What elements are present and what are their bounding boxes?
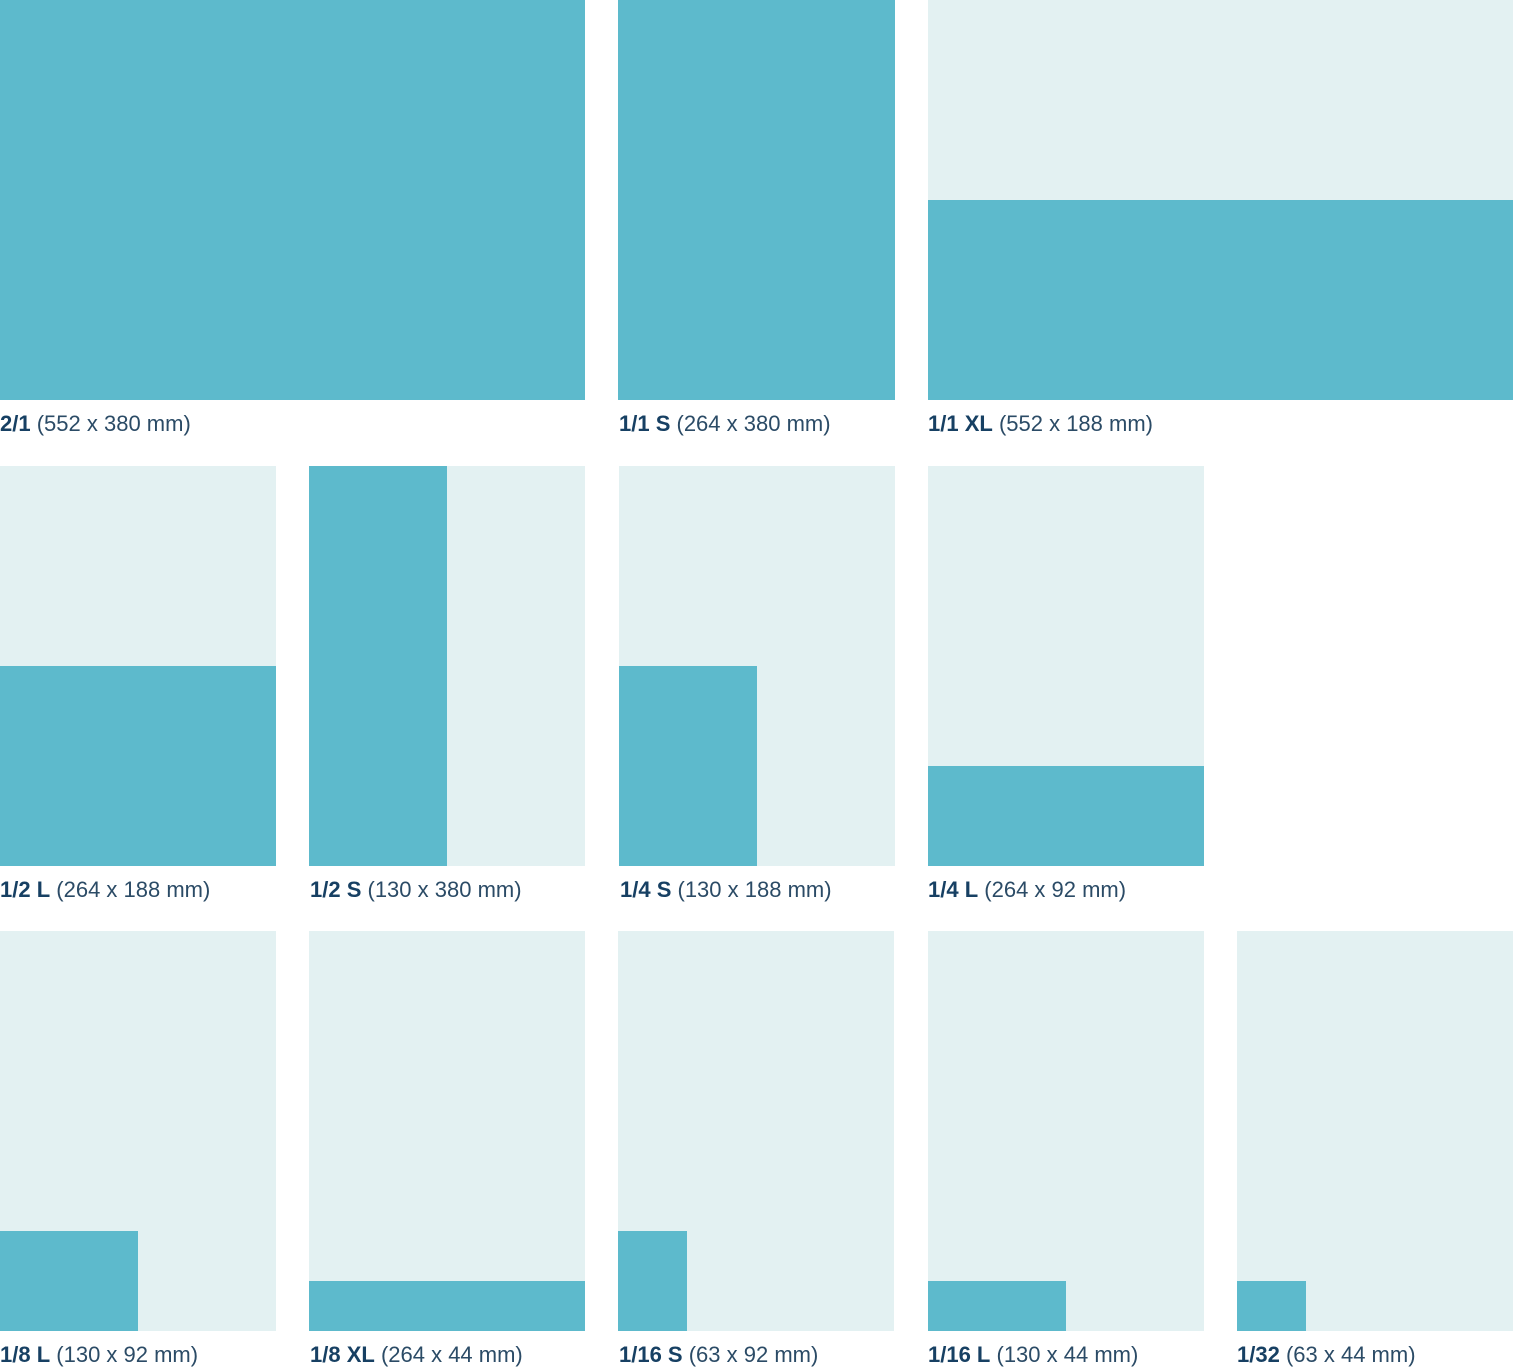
page-area <box>0 0 585 400</box>
ad-area <box>309 1281 585 1331</box>
page-area <box>0 931 276 1331</box>
format-label: 1/4 S (130 x 188 mm) <box>620 879 832 901</box>
format-code: 1/2 S <box>310 877 362 902</box>
format-label: 2/1 (552 x 380 mm) <box>0 413 191 435</box>
format-code: 1/32 <box>1237 1342 1280 1367</box>
format-label: 1/8 L (130 x 92 mm) <box>0 1344 198 1366</box>
format-label: 1/1 S (264 x 380 mm) <box>619 413 831 435</box>
format-size: (264 x 92 mm) <box>984 877 1127 902</box>
format-label: 1/16 S (63 x 92 mm) <box>619 1344 818 1366</box>
ad-area <box>928 766 1204 866</box>
format-size: (63 x 44 mm) <box>1285 1342 1416 1367</box>
format-code: 1/8 L <box>0 1342 51 1367</box>
page-area <box>928 931 1204 1331</box>
format-label: 1/16 L (130 x 44 mm) <box>928 1344 1138 1366</box>
ad-area <box>928 1281 1066 1331</box>
format-size: (130 x 92 mm) <box>56 1342 199 1367</box>
ad-area <box>618 0 895 400</box>
ad-area <box>0 0 585 400</box>
ad-area <box>619 666 757 866</box>
format-label: 1/8 XL (264 x 44 mm) <box>310 1344 523 1366</box>
format-label: 1/2 L (264 x 188 mm) <box>0 879 210 901</box>
format-size: (552 x 188 mm) <box>998 411 1153 436</box>
ad-area <box>0 666 276 866</box>
format-code: 1/16 S <box>619 1342 683 1367</box>
format-size: (130 x 380 mm) <box>367 877 522 902</box>
format-code: 1/4 S <box>620 877 672 902</box>
page-area <box>0 466 276 866</box>
page-area <box>619 466 895 866</box>
format-label: 1/2 S (130 x 380 mm) <box>310 879 522 901</box>
page-area <box>618 931 894 1331</box>
page-area <box>1237 931 1513 1331</box>
format-code: 1/4 L <box>928 877 979 902</box>
format-size: (63 x 92 mm) <box>688 1342 819 1367</box>
format-size: (552 x 380 mm) <box>36 411 191 436</box>
format-code: 2/1 <box>0 411 31 436</box>
ad-area <box>309 466 447 866</box>
format-label: 1/32 (63 x 44 mm) <box>1237 1344 1416 1366</box>
page-area <box>309 466 585 866</box>
format-code: 1/2 L <box>0 877 51 902</box>
format-label: 1/1 XL (552 x 188 mm) <box>928 413 1153 435</box>
format-label: 1/4 L (264 x 92 mm) <box>928 879 1126 901</box>
ad-area <box>928 200 1513 400</box>
format-code: 1/1 S <box>619 411 671 436</box>
page-area <box>928 0 1513 400</box>
format-size: (130 x 188 mm) <box>677 877 832 902</box>
format-code: 1/1 XL <box>928 411 993 436</box>
page-area <box>309 931 585 1331</box>
ad-area <box>1237 1281 1306 1331</box>
page-area <box>618 0 895 400</box>
format-code: 1/16 L <box>928 1342 991 1367</box>
format-size: (130 x 44 mm) <box>996 1342 1139 1367</box>
ad-area <box>618 1231 687 1331</box>
ad-area <box>0 1231 138 1331</box>
format-size: (264 x 380 mm) <box>676 411 831 436</box>
page-area <box>928 466 1204 866</box>
format-code: 1/8 XL <box>310 1342 375 1367</box>
format-size: (264 x 44 mm) <box>380 1342 523 1367</box>
format-size: (264 x 188 mm) <box>56 877 211 902</box>
